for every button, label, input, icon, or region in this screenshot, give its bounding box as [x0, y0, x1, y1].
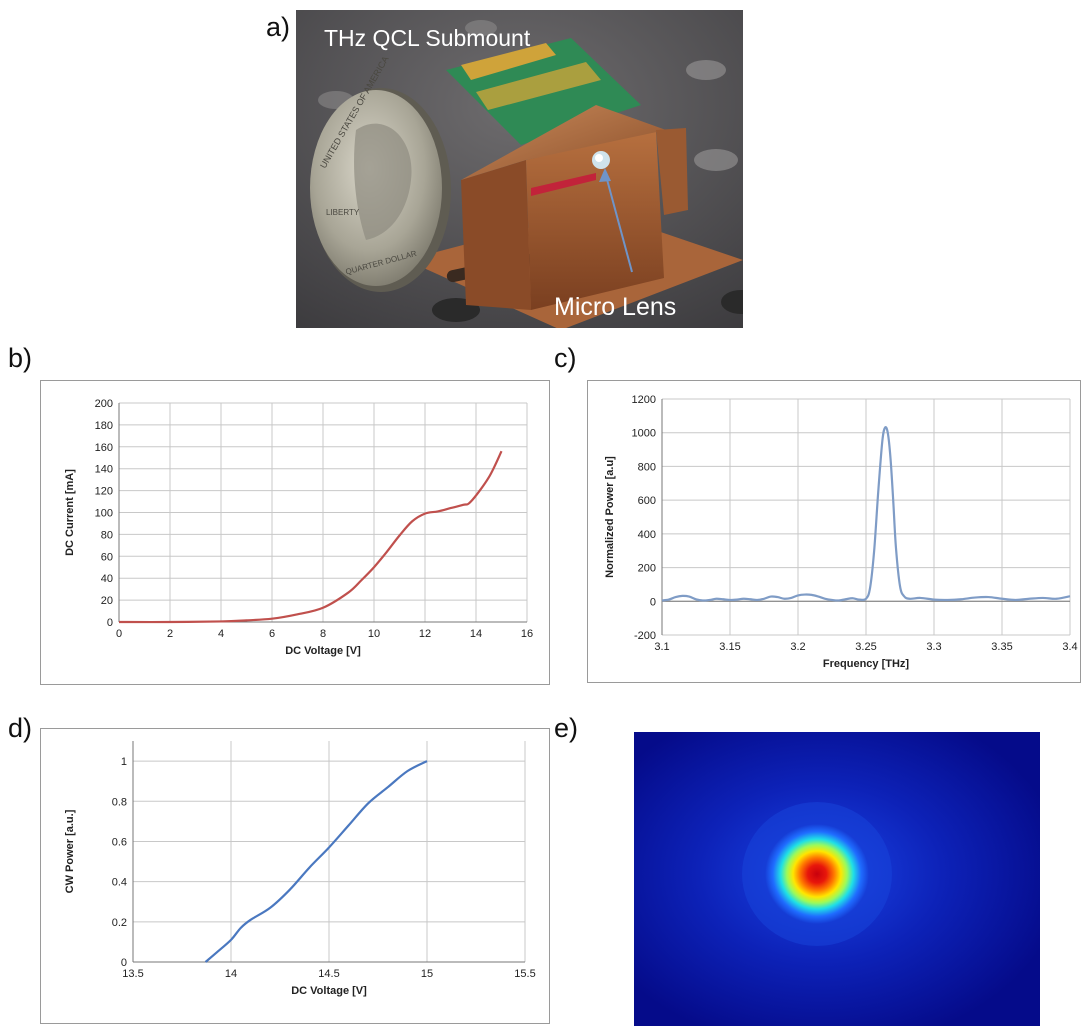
chart-d-frame: 13.5 14 14.5 15 15.5 0 0.2 0.4 0.6 0.8 1 DC Voltage… — [40, 728, 550, 1024]
chart-d-xtick-label: 15.5 — [514, 968, 535, 980]
chart-c-ytick-label: 1000 — [632, 428, 656, 440]
panel-label-e: e) — [554, 713, 579, 743]
chart-d-xtick-label: 15 — [421, 968, 433, 980]
chart-b-ytick-label: 160 — [95, 442, 113, 454]
chart-c-ytick-label: 800 — [638, 461, 656, 473]
photo-title: THz QCL Submount — [324, 25, 531, 51]
beam-profile-heatmap — [634, 732, 1040, 1026]
chart-b-xtick-label: 16 — [521, 628, 533, 640]
micro-lens-arrow-head — [599, 168, 611, 182]
chart-c-ytick-label: 1200 — [632, 394, 656, 406]
chart-d-ytick-label: 0.2 — [112, 917, 127, 929]
qcl-submount-illustration: UNITED STATES OF AMERICA QUARTER DOLLAR … — [296, 10, 743, 328]
chart-d-xtick-label: 13.5 — [122, 968, 143, 980]
chart-d: 13.5 14 14.5 15 15.5 0 0.2 0.4 0.6 0.8 1 DC Voltage… — [64, 741, 536, 997]
chart-b-xtick-label: 6 — [269, 628, 275, 640]
chart-b-ytick-label: 100 — [95, 508, 113, 520]
chart-c-ytick-label: 600 — [638, 495, 656, 507]
chart-b-ytick-label: 180 — [95, 420, 113, 432]
coin-text-liberty: LIBERTY — [326, 208, 360, 217]
chart-b-xtick-label: 14 — [470, 628, 482, 640]
chart-b-series-line — [118, 450, 503, 624]
beam-spot — [765, 824, 869, 924]
chart-c-ytick-label: 0 — [650, 596, 656, 608]
chart-d-ytick-label: 0 — [121, 957, 127, 969]
chart-d-ytick-label: 0.6 — [112, 836, 127, 848]
chart-d-ytick-label: 0.4 — [112, 877, 127, 889]
panel-label-a: a) — [266, 12, 291, 42]
chart-c-ylabel: Normalized Power [a.u] — [604, 456, 616, 578]
chart-c-xtick-label: 3.4 — [1062, 641, 1077, 653]
chart-c-xtick-label: 3.2 — [790, 641, 805, 653]
beam-profile-image — [634, 732, 1040, 1026]
qcl-submount-photo: UNITED STATES OF AMERICA QUARTER DOLLAR … — [296, 10, 743, 328]
chart-c-series-line — [661, 426, 1071, 602]
chart-b-xtick-label: 10 — [368, 628, 380, 640]
chart-d-ytick-label: 1 — [121, 756, 127, 768]
chart-b-ytick-label: 0 — [107, 617, 113, 629]
chart-c-xtick-label: 3.15 — [719, 641, 740, 653]
chart-b-ytick-label: 40 — [101, 573, 113, 585]
chart-c-ytick-label: 200 — [638, 563, 656, 575]
panel-label-c: c) — [554, 343, 577, 373]
chart-b: 0 2 4 6 8 10 12 14 16020406080100120140160180200… — [64, 398, 533, 657]
chart-d-xtick-label: 14.5 — [318, 968, 339, 980]
chart-b-ylabel: DC Current [mA] — [64, 469, 76, 556]
chart-d-xlabel: DC Voltage [V] — [291, 985, 367, 997]
chart-d-xtick-label: 14 — [225, 968, 237, 980]
chart-b-ytick-label: 120 — [95, 486, 113, 498]
chart-c-xtick-label: 3.25 — [855, 641, 876, 653]
chart-b-xtick-label: 0 — [116, 628, 122, 640]
chart-c-xtick-label: 3.1 — [654, 641, 669, 653]
chart-c-xlabel: Frequency [THz] — [823, 658, 910, 670]
chart-d-series-line — [204, 760, 428, 963]
chart-b-ytick-label: 60 — [101, 551, 113, 563]
chart-b-xlabel: DC Voltage [V] — [285, 645, 361, 657]
chart-b-ytick-label: 200 — [95, 398, 113, 410]
chart-d-ylabel: CW Power [a.u.] — [64, 809, 76, 893]
chart-c-xtick-label: 3.35 — [991, 641, 1012, 653]
micro-lens-label: Micro Lens — [554, 293, 676, 321]
chart-b-xtick-label: 8 — [320, 628, 326, 640]
chart-c-xtick-label: 3.3 — [926, 641, 941, 653]
chart-b-ytick-label: 80 — [101, 529, 113, 541]
chart-c-ytick-label: 400 — [638, 529, 656, 541]
chart-c-frame: 3.1 3.15 3.2 3.25 3.3 3.35 3.4 -200 0 200 400 600 80… — [587, 380, 1081, 683]
panel-label-b: b) — [8, 343, 33, 373]
chart-b-frame: 0 2 4 6 8 10 12 14 16 0 20 40 60 80 100 120 140 160 180 200… — [40, 380, 550, 685]
chart-d-ytick-label: 0.8 — [112, 796, 127, 808]
chart-c: 3.1 3.15 3.2 3.25 3.3 3.35 3.4 -200 0 200 400 600 80… — [604, 394, 1078, 670]
micro-lens-arrow-line — [604, 171, 633, 273]
chart-b-xtick-label: 2 — [167, 628, 173, 640]
chart-b-ytick-label: 20 — [101, 595, 113, 607]
chart-b-ytick-label: 140 — [95, 464, 113, 476]
chart-b-xtick-label: 12 — [419, 628, 431, 640]
chart-b-xtick-label: 4 — [218, 628, 224, 640]
chart-c-ytick-label: -200 — [634, 630, 656, 642]
panel-label-d: d) — [8, 713, 33, 743]
